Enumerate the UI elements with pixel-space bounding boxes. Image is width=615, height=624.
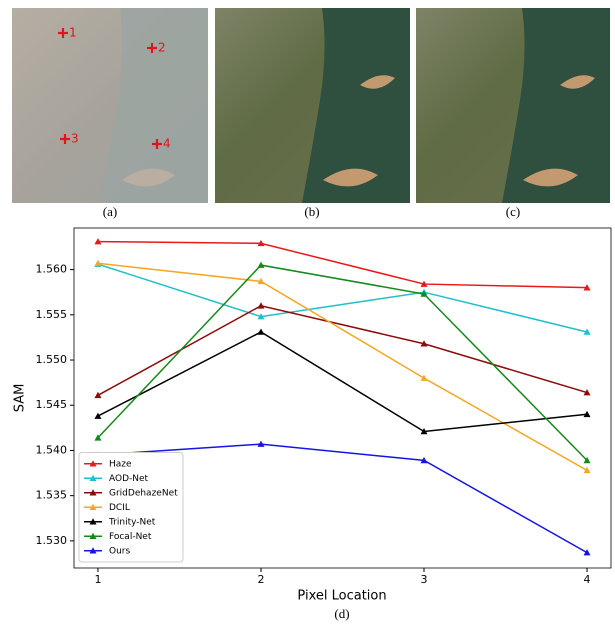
panel-label: (d) — [334, 606, 349, 621]
data-point — [583, 456, 591, 464]
legend-label: Focal-Net — [109, 532, 152, 542]
y-axis-label: SAM — [13, 384, 28, 413]
data-point — [257, 313, 265, 320]
x-axis-label: Pixel Location — [297, 589, 386, 604]
data-point — [420, 427, 428, 435]
marker-label: 2 — [158, 41, 166, 55]
legend-label: GridDehazeNet — [109, 488, 178, 498]
marker-cross — [152, 139, 162, 149]
image-a — [12, 8, 208, 203]
y-tick-label: 1.560 — [36, 263, 68, 276]
data-point — [94, 412, 102, 419]
data-point — [583, 328, 591, 335]
series-line — [97, 240, 588, 289]
legend-marker — [89, 489, 97, 496]
data-point — [94, 259, 102, 267]
series-line — [97, 443, 588, 554]
panel-label: (a) — [103, 204, 117, 219]
y-tick-label: 1.550 — [36, 353, 68, 366]
panel-label: (c) — [506, 204, 520, 219]
series-line — [97, 264, 588, 461]
marker-cross — [147, 43, 157, 53]
legend-label: DCIL — [109, 503, 130, 513]
legend-marker — [89, 532, 97, 540]
data-point — [257, 277, 265, 285]
marker-label: 4 — [163, 137, 171, 151]
data-point — [420, 456, 428, 464]
data-point — [583, 284, 591, 291]
data-point — [257, 302, 265, 309]
x-tick-label: 4 — [584, 573, 591, 586]
marker-cross — [60, 134, 70, 144]
data-point — [94, 434, 102, 441]
series-line — [97, 262, 588, 471]
data-point — [420, 340, 428, 347]
data-point — [583, 410, 591, 418]
data-point — [257, 261, 265, 268]
legend-label: AOD-Net — [109, 474, 149, 484]
data-point — [420, 374, 428, 381]
data-point — [420, 290, 428, 297]
data-point — [257, 239, 265, 247]
legend-marker — [89, 503, 97, 511]
data-point — [257, 440, 265, 447]
legend-label: Trinity-Net — [108, 517, 156, 527]
legend-box — [78, 452, 184, 563]
y-tick-label: 1.555 — [36, 308, 68, 321]
x-tick-label: 3 — [421, 573, 428, 586]
marker-label: 1 — [69, 26, 77, 40]
series-line — [97, 331, 588, 433]
y-tick-label: 1.530 — [36, 534, 68, 547]
data-point — [583, 389, 591, 396]
y-tick-label: 1.540 — [36, 443, 68, 456]
x-tick-label: 1 — [94, 573, 101, 586]
legend-marker — [89, 518, 97, 525]
plot-frame — [73, 227, 612, 569]
series-line — [97, 263, 588, 333]
marker-label: 3 — [71, 132, 79, 146]
data-point — [94, 238, 102, 245]
data-point — [583, 466, 591, 474]
data-point — [94, 391, 102, 399]
legend-marker — [89, 460, 97, 467]
x-tick-label: 2 — [257, 573, 264, 586]
legend-marker — [89, 474, 97, 482]
image-b — [215, 8, 410, 203]
data-point — [583, 549, 591, 556]
legend-label: Haze — [109, 459, 132, 469]
legend-label: Ours — [109, 546, 130, 556]
data-point — [257, 328, 265, 335]
legend-marker — [89, 547, 97, 554]
data-point — [420, 280, 428, 287]
panel-label: (b) — [304, 204, 319, 219]
y-tick-label: 1.535 — [36, 489, 68, 502]
marker-cross — [58, 28, 68, 38]
image-c — [416, 8, 610, 203]
y-tick-label: 1.545 — [36, 398, 68, 411]
